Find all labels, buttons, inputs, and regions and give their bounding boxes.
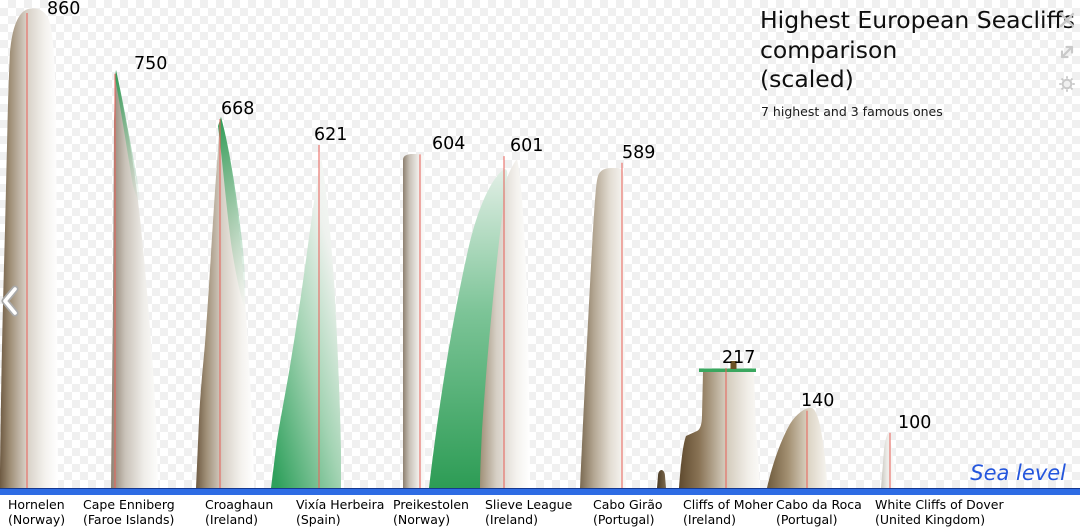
sea-level-bar bbox=[0, 488, 1080, 495]
cliff-cape-enniberg-grass bbox=[115, 70, 140, 208]
chart-subtitle: 7 highest and 3 famous ones bbox=[761, 104, 943, 119]
cliff-country: (Ireland) bbox=[485, 512, 538, 527]
settings-gear-icon[interactable] bbox=[1057, 74, 1077, 94]
cliff-name-label: White Cliffs of Dover (United Kingdom) bbox=[875, 497, 1004, 527]
height-value-label: 100 bbox=[898, 412, 932, 433]
cliff-name-label: Slieve League (Ireland) bbox=[485, 497, 572, 527]
chart-title: Highest European Seacliffs comparison (s… bbox=[760, 6, 1075, 95]
cliff-name: Slieve League bbox=[485, 497, 573, 512]
sea-level-label: Sea level bbox=[970, 461, 1066, 485]
height-value-label: 668 bbox=[221, 99, 255, 119]
chart-title-line: Highest European Seacliffs bbox=[760, 6, 1075, 34]
cliff-name: Cabo da Roca bbox=[776, 497, 862, 512]
cliff-country: (Spain) bbox=[296, 512, 341, 527]
cliff-hornelen bbox=[0, 8, 58, 489]
cliff-name: Vixía Herbeira bbox=[296, 497, 385, 512]
cliff-name-label: Cabo Girão (Portugal) bbox=[593, 497, 663, 527]
height-value-label: 589 bbox=[622, 142, 656, 163]
cliff-name-label: Cliffs of Moher (Ireland) bbox=[683, 497, 773, 527]
close-icon[interactable] bbox=[1057, 10, 1077, 30]
cliff-country: (Portugal) bbox=[593, 512, 655, 527]
cliff-country: (Faroe Islands) bbox=[83, 512, 175, 527]
cliff-name-label: Hornelen (Norway) bbox=[8, 497, 65, 527]
cliff-croaghaun bbox=[196, 117, 254, 488]
height-value-label: 860 bbox=[47, 0, 81, 19]
cliff-vixia-herbeira bbox=[271, 157, 341, 488]
cliff-cabo-girao bbox=[580, 168, 626, 488]
cliff-country: (Ireland) bbox=[683, 512, 736, 527]
cliff-name: Hornelen bbox=[8, 497, 65, 512]
cliff-country: (Norway) bbox=[8, 512, 66, 527]
cliff-preikestolen bbox=[403, 154, 425, 488]
cliff-croaghaun-grass bbox=[218, 117, 246, 310]
sea-stack bbox=[657, 470, 666, 488]
chart-title-line: (scaled) bbox=[760, 65, 854, 93]
cliff-white-cliffs-of-dover bbox=[881, 433, 896, 488]
transparency-checkerboard bbox=[0, 0, 1080, 488]
cliff-cliffs-of-moher bbox=[679, 372, 760, 488]
cliff-name-label: Cape Enniberg (Faroe Islands) bbox=[83, 497, 175, 527]
cliff-country: (Norway) bbox=[393, 512, 451, 527]
cliff-name-label: Preikestolen (Norway) bbox=[393, 497, 469, 527]
height-value-label: 140 bbox=[801, 390, 835, 411]
height-value-label: 604 bbox=[432, 134, 466, 155]
prev-arrow-icon[interactable] bbox=[0, 282, 22, 320]
cliff-name: Croaghaun bbox=[205, 497, 274, 512]
cliff-cliffs-of-moher-grass bbox=[699, 368, 756, 372]
height-value-label: 621 bbox=[314, 125, 348, 145]
cliff-name: Cabo Girão bbox=[593, 497, 663, 512]
cliff-name-label: Cabo da Roca (Portugal) bbox=[776, 497, 862, 527]
cliff-country: (Ireland) bbox=[205, 512, 258, 527]
height-value-label: 750 bbox=[134, 53, 168, 74]
height-value-label: 217 bbox=[722, 348, 756, 369]
chart-title-line: comparison bbox=[760, 35, 898, 64]
cliff-name: White Cliffs of Dover bbox=[875, 497, 1004, 512]
cliff-name-label: Vixía Herbeira (Spain) bbox=[296, 497, 384, 527]
cliff-slieve-league bbox=[469, 159, 530, 488]
cliff-cape-enniberg bbox=[111, 70, 158, 488]
cliff-slieve-league-face bbox=[429, 169, 508, 488]
height-value-label: 601 bbox=[510, 136, 544, 157]
cliff-name: Preikestolen bbox=[393, 497, 469, 512]
cliff-country: (Portugal) bbox=[776, 512, 838, 527]
fullscreen-icon[interactable] bbox=[1057, 42, 1077, 62]
cliff-cabo-da-roca bbox=[767, 407, 827, 488]
cliff-country: (United Kingdom) bbox=[875, 512, 986, 527]
moher-tower bbox=[730, 361, 737, 369]
cliff-name: Cliffs of Moher bbox=[683, 497, 773, 512]
category-axis-area bbox=[0, 495, 1080, 531]
cliff-name: Cape Enniberg bbox=[83, 497, 175, 512]
cliff-name-label: Croaghaun (Ireland) bbox=[205, 497, 273, 527]
cliffs-drawing bbox=[0, 8, 896, 489]
